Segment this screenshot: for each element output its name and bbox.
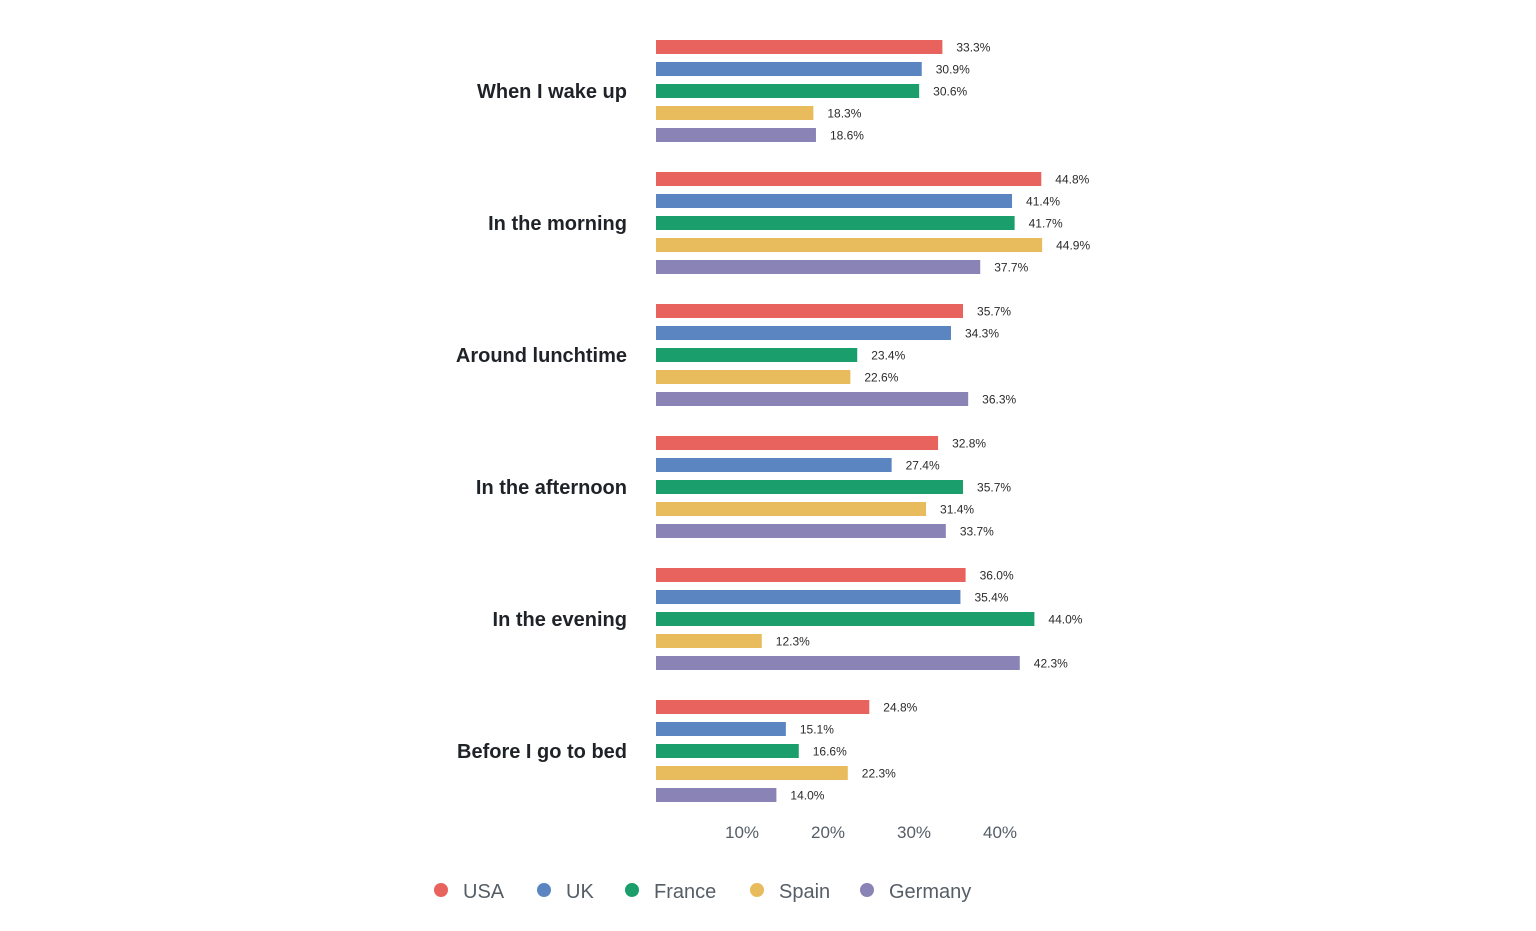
bar-in-the-evening-spain xyxy=(656,634,762,648)
value-label-in-the-afternoon-france: 35.7% xyxy=(977,481,1011,495)
category-label-in-the-evening: In the evening xyxy=(493,609,627,631)
value-label-when-i-wake-up-spain: 18.3% xyxy=(827,107,861,121)
bar-in-the-evening-france xyxy=(656,612,1035,626)
value-label-in-the-morning-germany: 37.7% xyxy=(994,261,1028,275)
value-label-when-i-wake-up-uk: 30.9% xyxy=(936,63,970,77)
category-label-before-i-go-to-bed: Before I go to bed xyxy=(457,741,627,763)
x-tick-label-20: 20% xyxy=(811,823,845,842)
bar-before-i-go-to-bed-spain xyxy=(656,766,848,780)
x-tick-label-30: 30% xyxy=(897,823,931,842)
legend-marker-usa xyxy=(434,883,448,897)
value-label-in-the-evening-france: 44.0% xyxy=(1048,613,1082,627)
legend-label-usa: USA xyxy=(463,881,505,903)
value-label-before-i-go-to-bed-france: 16.6% xyxy=(813,745,847,759)
value-label-in-the-afternoon-germany: 33.7% xyxy=(960,525,994,539)
category-label-around-lunchtime: Around lunchtime xyxy=(456,345,627,367)
bar-in-the-morning-france xyxy=(656,216,1015,230)
bar-before-i-go-to-bed-germany xyxy=(656,788,777,802)
category-label-when-i-wake-up: When I wake up xyxy=(477,81,627,103)
value-labels: 33.3% 30.9% 30.6% 18.3% 18.6% 44.8% 41.4% 41.7%… xyxy=(776,41,1091,803)
bar-in-the-morning-usa xyxy=(656,172,1042,186)
bar-before-i-go-to-bed-france xyxy=(656,744,799,758)
bar-in-the-evening-usa xyxy=(656,568,966,582)
bar-around-lunchtime-uk xyxy=(656,326,951,340)
value-label-around-lunchtime-spain: 22.6% xyxy=(864,371,898,385)
value-label-in-the-evening-usa: 36.0% xyxy=(980,569,1014,583)
value-label-around-lunchtime-france: 23.4% xyxy=(871,349,905,363)
value-label-in-the-morning-usa: 44.8% xyxy=(1055,173,1089,187)
value-label-before-i-go-to-bed-uk: 15.1% xyxy=(800,723,834,737)
bar-before-i-go-to-bed-usa xyxy=(656,700,870,714)
value-label-around-lunchtime-uk: 34.3% xyxy=(965,327,999,341)
value-label-around-lunchtime-usa: 35.7% xyxy=(977,305,1011,319)
value-label-before-i-go-to-bed-spain: 22.3% xyxy=(862,767,896,781)
value-label-when-i-wake-up-france: 30.6% xyxy=(933,85,967,99)
bar-before-i-go-to-bed-uk xyxy=(656,722,786,736)
bar-around-lunchtime-germany xyxy=(656,392,969,406)
bar-when-i-wake-up-usa xyxy=(656,40,943,54)
bar-in-the-morning-germany xyxy=(656,260,981,274)
bar-in-the-evening-germany xyxy=(656,656,1020,670)
value-label-in-the-evening-germany: 42.3% xyxy=(1034,657,1068,671)
bar-when-i-wake-up-france xyxy=(656,84,920,98)
value-label-before-i-go-to-bed-usa: 24.8% xyxy=(883,701,917,715)
legend-label-spain: Spain xyxy=(779,881,830,903)
bar-in-the-afternoon-france xyxy=(656,480,964,494)
category-labels: When I wake up In the morning Around lunch… xyxy=(456,81,627,763)
category-label-in-the-morning: In the morning xyxy=(488,213,627,235)
x-tick-label-40: 40% xyxy=(983,823,1017,842)
legend-marker-spain xyxy=(750,883,764,897)
value-label-around-lunchtime-germany: 36.3% xyxy=(982,393,1016,407)
bar-in-the-morning-spain xyxy=(656,238,1043,252)
legend-marker-germany xyxy=(860,883,874,897)
legend-label-germany: Germany xyxy=(889,881,971,903)
legend-label-france: France xyxy=(654,881,716,903)
value-label-in-the-morning-uk: 41.4% xyxy=(1026,195,1060,209)
bar-around-lunchtime-usa xyxy=(656,304,964,318)
legend-label-uk: UK xyxy=(566,881,594,903)
bar-around-lunchtime-france xyxy=(656,348,858,362)
category-label-in-the-afternoon: In the afternoon xyxy=(476,477,627,499)
value-label-when-i-wake-up-usa: 33.3% xyxy=(956,41,990,55)
value-label-in-the-afternoon-uk: 27.4% xyxy=(906,459,940,473)
bar-in-the-morning-uk xyxy=(656,194,1013,208)
bar-when-i-wake-up-germany xyxy=(656,128,816,142)
bar-when-i-wake-up-spain xyxy=(656,106,814,120)
value-label-before-i-go-to-bed-germany: 14.0% xyxy=(790,789,824,803)
bar-in-the-evening-uk xyxy=(656,590,961,604)
value-label-in-the-morning-france: 41.7% xyxy=(1029,217,1063,231)
value-label-in-the-morning-spain: 44.9% xyxy=(1056,239,1090,253)
legend-marker-france xyxy=(625,883,639,897)
x-axis-ticks: 10% 20% 30% 40% xyxy=(725,823,1017,842)
value-label-when-i-wake-up-germany: 18.6% xyxy=(830,129,864,143)
value-label-in-the-afternoon-usa: 32.8% xyxy=(952,437,986,451)
bar-when-i-wake-up-uk xyxy=(656,62,922,76)
value-label-in-the-evening-uk: 35.4% xyxy=(974,591,1008,605)
bar-in-the-afternoon-spain xyxy=(656,502,927,516)
value-label-in-the-evening-spain: 12.3% xyxy=(776,635,810,649)
x-tick-label-10: 10% xyxy=(725,823,759,842)
legend: USA UK France Spain Germany xyxy=(434,881,971,903)
bars xyxy=(656,40,1043,802)
bar-in-the-afternoon-germany xyxy=(656,524,946,538)
value-label-in-the-afternoon-spain: 31.4% xyxy=(940,503,974,517)
bar-around-lunchtime-spain xyxy=(656,370,851,384)
bar-in-the-afternoon-usa xyxy=(656,436,939,450)
bar-in-the-afternoon-uk xyxy=(656,458,892,472)
legend-marker-uk xyxy=(537,883,551,897)
